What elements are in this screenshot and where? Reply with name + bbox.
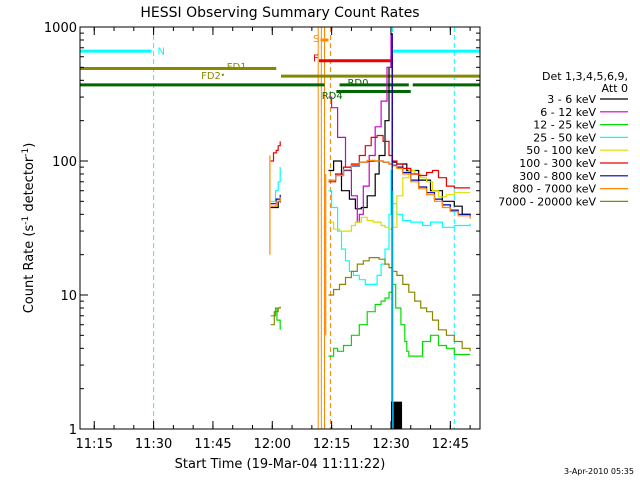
plot-area: N SF FD1 FD2 RD0 RD4 xyxy=(80,27,480,429)
plot-frame xyxy=(79,26,481,430)
y-axis-label-sup: -1 xyxy=(21,148,31,157)
x-tick-label: 11:15 xyxy=(76,437,113,452)
flag-label-n: N xyxy=(158,46,165,57)
x-axis-label: Start Time (19-Mar-04 11:11:22) xyxy=(175,457,386,472)
flag-label-f: F xyxy=(313,54,319,65)
legend-entry-label: 3 - 6 keV xyxy=(547,93,596,106)
legend-subtitle: Att 0 xyxy=(602,82,628,95)
legend-entry-label: 7000 - 20000 keV xyxy=(498,195,596,208)
x-tick-label: 12:00 xyxy=(254,437,291,452)
x-tick-label: 12:45 xyxy=(432,437,469,452)
axis-ticks: 11:15 11:30 11:45 12:00 12:15 12:30 12:45 1 10 10… xyxy=(44,21,480,452)
legend-entry-label: 300 - 800 keV xyxy=(519,170,596,183)
flag-label-fd1: FD1 xyxy=(227,62,247,73)
series-line xyxy=(270,56,471,216)
y-axis-label-sup: -1 xyxy=(21,216,31,225)
flag-label-rd0: RD0 xyxy=(347,78,368,89)
x-tick-label: 11:30 xyxy=(135,437,172,452)
x-tick-label: 12:30 xyxy=(372,437,409,452)
series-line xyxy=(270,159,471,219)
y-axis-label-part: detector xyxy=(22,156,37,216)
series-line xyxy=(270,167,471,285)
flag-label-s: S xyxy=(313,34,319,45)
x-tick-label: 11:45 xyxy=(194,437,231,452)
series-line xyxy=(270,283,471,357)
legend-entry-label: 50 - 100 keV xyxy=(526,144,596,157)
noise-block xyxy=(390,401,403,429)
footer-timestamp: 3-Apr-2010 05:35 xyxy=(564,467,634,476)
chart-title: HESSI Observing Summary Count Rates xyxy=(140,5,419,21)
flag-label-fd2: FD2 xyxy=(201,71,221,82)
flag-marker xyxy=(221,73,224,76)
y-axis-label-part: ) xyxy=(22,143,37,148)
y-tick-label: 100 xyxy=(52,155,77,170)
y-tick-label: 1000 xyxy=(44,21,77,36)
legend-title: Det 1,3,4,5,6,9, xyxy=(542,70,628,83)
legend-entry-label: 100 - 300 keV xyxy=(519,157,596,170)
series-line xyxy=(270,134,471,189)
legend-entry-label: 6 - 12 keV xyxy=(540,106,596,119)
y-tick-label: 1 xyxy=(69,423,77,438)
series-line xyxy=(328,33,393,223)
series-line xyxy=(270,257,471,352)
legend-entry-label: 25 - 50 keV xyxy=(533,131,596,144)
y-tick-label: 10 xyxy=(60,289,77,304)
y-axis-label: Count Rate (s-1 detector-1) xyxy=(21,143,37,314)
y-axis-label-part: Count Rate (s xyxy=(22,225,37,314)
x-tick-label: 12:15 xyxy=(313,437,350,452)
series-line xyxy=(270,160,471,218)
legend-entry-label: 12 - 25 keV xyxy=(533,119,596,132)
flag-label-rd4: RD4 xyxy=(322,91,343,102)
legend-entry-label: 800 - 7000 keV xyxy=(512,183,596,196)
